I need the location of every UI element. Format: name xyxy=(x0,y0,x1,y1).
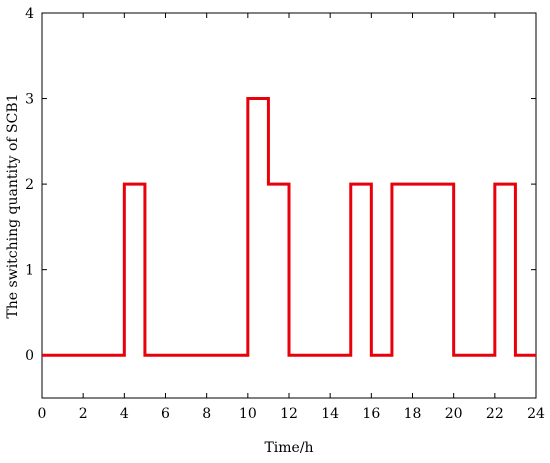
y-axis-label: The switching quantity of SCB1 xyxy=(5,93,21,318)
x-tick-label: 6 xyxy=(161,406,170,422)
y-tick-label: 4 xyxy=(25,6,34,22)
x-tick-label: 4 xyxy=(120,406,129,422)
x-tick-label: 10 xyxy=(239,406,257,422)
x-axis-ticks: 0 2 4 6 8 10 12 14 16 18 20 22 24 xyxy=(38,13,545,422)
y-tick-label: 2 xyxy=(25,177,34,193)
x-tick-label: 14 xyxy=(321,406,339,422)
x-tick-label: 0 xyxy=(38,406,47,422)
x-tick-label: 24 xyxy=(527,406,545,422)
y-tick-label: 0 xyxy=(25,348,34,364)
x-tick-label: 22 xyxy=(486,406,504,422)
x-tick-label: 12 xyxy=(280,406,298,422)
x-tick-label: 2 xyxy=(79,406,88,422)
x-tick-label: 20 xyxy=(445,406,463,422)
y-tick-label: 3 xyxy=(25,92,34,108)
series-line xyxy=(42,97,536,357)
y-tick-label: 1 xyxy=(25,263,34,279)
x-tick-label: 16 xyxy=(362,406,380,422)
x-axis-label: Time/h xyxy=(264,440,313,456)
series-layer xyxy=(42,97,536,357)
x-tick-label: 18 xyxy=(404,406,422,422)
x-tick-label: 8 xyxy=(202,406,211,422)
